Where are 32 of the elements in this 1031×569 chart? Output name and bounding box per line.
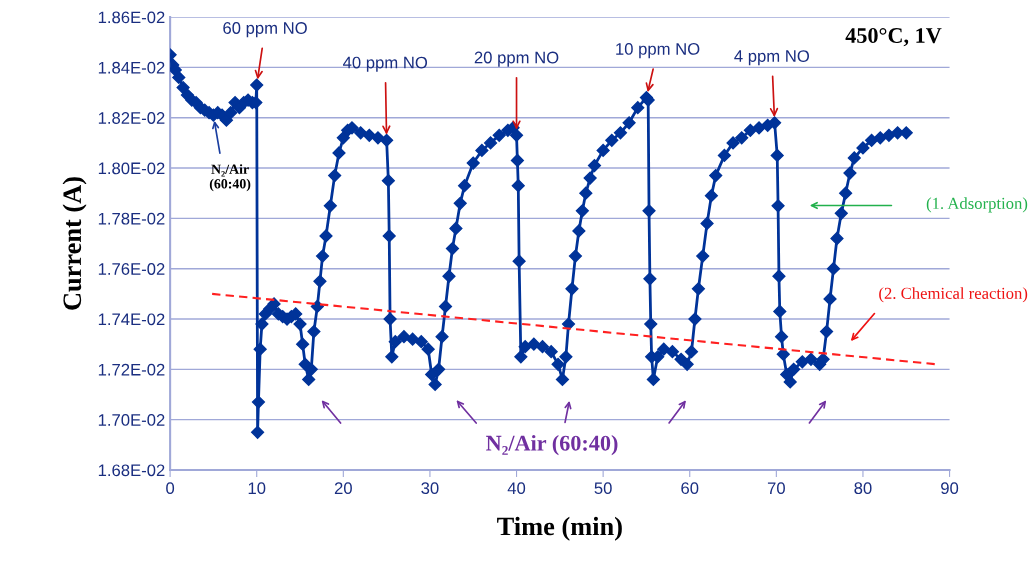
x-tick-label: 60	[681, 482, 699, 495]
annotation: (2. Chemical reaction)	[879, 287, 1028, 303]
y-tick-label: 1.68E-02	[98, 464, 165, 477]
y-tick-label: 1.74E-02	[98, 313, 165, 326]
annotation: 40 ppm NO	[343, 56, 428, 72]
x-tick-label: 40	[507, 482, 526, 495]
annotation: (1. Adsorption)	[926, 197, 1028, 213]
y-tick-label: 1.78E-02	[98, 212, 165, 225]
y-tick-label: 1.72E-02	[98, 363, 165, 376]
x-tick-label: 80	[854, 482, 872, 495]
x-tick-label: 90	[941, 482, 959, 495]
y-axis-title: Current (A)	[62, 177, 87, 310]
x-tick-label: 30	[421, 482, 439, 495]
annotation: 10 ppm NO	[616, 43, 700, 59]
annotation: 20 ppm NO	[474, 51, 559, 67]
x-axis-title: Time (min)	[497, 516, 622, 541]
x-tick-label: 50	[594, 482, 612, 495]
y-tick-label: 1.82E-02	[98, 112, 165, 124]
x-tick-label: 70	[767, 482, 785, 495]
y-tick-label: 1.70E-02	[98, 414, 165, 426]
annotation: N₂/Air (60:40)	[209, 164, 251, 192]
x-tick-label: 10	[248, 482, 266, 495]
y-tick-label: 1.86E-02	[98, 11, 165, 24]
annotation: 4 ppm NO	[734, 50, 810, 66]
annotation: N₂/Air (60:40)	[486, 435, 618, 456]
annotation: 450°C, 1V	[845, 28, 942, 47]
x-tick-label: 0	[166, 482, 175, 495]
y-tick-label: 1.84E-02	[98, 61, 165, 74]
y-tick-label: 1.80E-02	[98, 162, 165, 175]
x-tick-label: 20	[334, 482, 352, 495]
y-tick-label: 1.76E-02	[98, 263, 165, 275]
annotation: 60 ppm NO	[223, 22, 307, 38]
